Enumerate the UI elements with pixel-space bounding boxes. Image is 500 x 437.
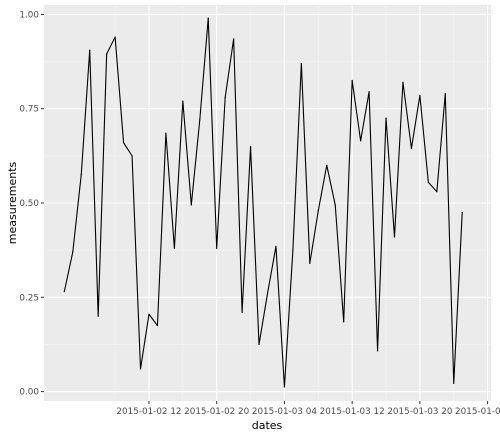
data-point [207, 17, 209, 19]
data-point [461, 211, 463, 214]
data-point [249, 145, 252, 148]
data-point [72, 251, 74, 253]
y-tick-label: 0.25 [19, 293, 39, 303]
data-point [326, 164, 328, 166]
data-point [165, 132, 167, 134]
data-point [385, 117, 387, 119]
data-point [453, 382, 455, 384]
data-point [233, 38, 235, 40]
x-axis: 2015-01-02 12 2015-01-02 20 2015-01-03 04 2… [116, 401, 500, 417]
y-axis: 0.00 0.25 0.50 0.75 1.00 [19, 10, 44, 398]
y-tick-label: 1.00 [19, 10, 39, 20]
data-point [131, 155, 133, 157]
x-tick-label: 2015-01-03 04 [252, 407, 318, 417]
data-point [148, 313, 150, 315]
data-point [80, 174, 82, 176]
data-point [317, 209, 319, 212]
data-point [190, 204, 192, 206]
data-point [266, 292, 269, 295]
data-point [393, 236, 396, 238]
data-point [173, 247, 175, 249]
data-point [106, 53, 108, 55]
data-point [368, 91, 370, 93]
x-tick-label: 2015-01-03 12 [320, 407, 385, 417]
x-axis-title: dates [252, 419, 283, 432]
data-point [309, 262, 311, 264]
series-line [63, 17, 463, 388]
data-point [436, 191, 438, 193]
data-point [300, 62, 302, 65]
data-point [258, 343, 260, 346]
x-tick-label: 2015-01-02 20 [184, 407, 250, 417]
x-tick-label: 2015-01-04 04 [455, 407, 500, 417]
data-point [182, 100, 184, 102]
y-tick-label: 0.50 [19, 199, 39, 209]
data-point [360, 140, 362, 142]
data-point [376, 350, 379, 352]
data-point [224, 96, 226, 98]
data-point [97, 315, 99, 317]
data-point [63, 291, 65, 293]
data-point [122, 142, 125, 144]
y-axis-title: measurements [6, 162, 19, 245]
data-point [199, 119, 201, 121]
data-point [283, 386, 286, 388]
data-points [63, 17, 463, 388]
data-point [444, 93, 446, 95]
y-tick-label: 0.75 [19, 105, 39, 115]
data-point [334, 204, 336, 206]
x-tick-label: 2015-01-03 20 [387, 407, 453, 417]
data-point [343, 321, 345, 323]
data-point [419, 94, 421, 97]
data-point [114, 36, 116, 38]
data-point [292, 249, 294, 251]
data-point [241, 311, 243, 313]
data-point [216, 247, 218, 249]
x-tick-label: 2015-01-02 12 [116, 407, 181, 417]
data-point [139, 368, 142, 370]
data-point [410, 147, 413, 149]
y-tick-label: 0.00 [19, 388, 39, 398]
data-point [275, 245, 277, 247]
data-point [402, 81, 404, 83]
data-point [89, 49, 91, 51]
data-point [351, 79, 353, 82]
data-point [156, 324, 159, 327]
major-grid [44, 5, 491, 401]
data-point [427, 181, 429, 183]
